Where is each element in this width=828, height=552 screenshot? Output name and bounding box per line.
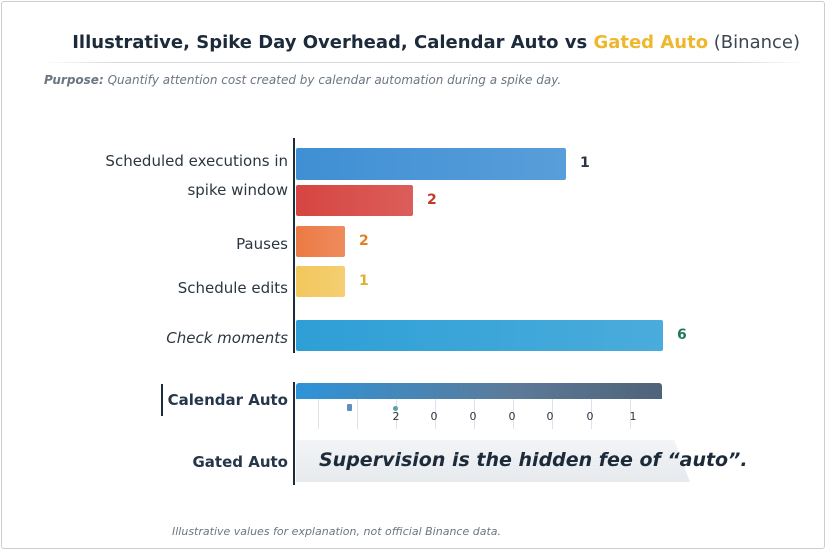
callout-box — [296, 440, 690, 482]
bar-schedule-edits — [296, 266, 345, 297]
calendar-auto-value: 0 — [469, 410, 477, 423]
calendar-auto-tick — [396, 399, 397, 429]
marker-dot — [393, 406, 398, 411]
calendar-auto-tick — [357, 399, 358, 429]
title-accent: Gated Auto — [593, 32, 709, 53]
calendar-auto-tick — [474, 399, 475, 429]
title-divider — [40, 62, 808, 63]
calendar-auto-value: 0 — [508, 410, 516, 423]
bar-pauses — [296, 226, 345, 257]
bar-value-check-moments: 6 — [677, 326, 687, 343]
bar-value-scheduled-calendar: 1 — [580, 155, 590, 171]
calendar-auto-value: 0 — [586, 410, 594, 423]
purpose-text: Quantify attention cost created by calen… — [103, 73, 562, 87]
row-marker — [161, 384, 163, 416]
bar-scheduled-calendar — [296, 148, 566, 180]
footnote: Illustrative values for explanation, not… — [172, 525, 502, 538]
category-label-line-2: spike window — [187, 181, 288, 199]
category-label-scheduled-executions: Scheduled executions in spike window — [105, 147, 288, 205]
calendar-auto-value: 2 — [392, 410, 400, 423]
title-suffix: (Binance) — [708, 32, 800, 53]
bar-value-scheduled-second: 2 — [427, 191, 437, 208]
calendar-auto-tick — [630, 399, 631, 429]
category-label-check-moments: Check moments — [166, 329, 288, 347]
calendar-auto-tick — [591, 399, 592, 429]
row-label-gated-auto: Gated Auto — [192, 453, 288, 471]
category-label-pauses: Pauses — [236, 235, 288, 253]
category-label-line-1: Scheduled executions in — [105, 152, 288, 170]
calendar-auto-value: 1 — [629, 410, 637, 423]
purpose-note: Purpose: Quantify attention cost created… — [44, 73, 561, 87]
calendar-auto-bar — [296, 383, 662, 399]
calendar-auto-tick — [552, 399, 553, 429]
lower-axis-line — [293, 382, 295, 485]
category-label-schedule-edits: Schedule edits — [177, 279, 288, 297]
bar-value-schedule-edits: 1 — [359, 272, 369, 289]
title-main: Illustrative, Spike Day Overhead, Calend… — [72, 32, 594, 53]
bar-scheduled-second — [296, 185, 413, 216]
purpose-label: Purpose: — [44, 73, 104, 87]
calendar-auto-tick — [318, 399, 319, 429]
callout-text: Supervision is the hidden fee of “auto”. — [319, 449, 748, 471]
marker-square — [347, 404, 352, 411]
calendar-auto-value: 0 — [546, 410, 554, 423]
row-label-calendar-auto: Calendar Auto — [167, 391, 288, 409]
bar-check-moments — [296, 320, 663, 351]
calendar-auto-tick — [435, 399, 436, 429]
calendar-auto-tick — [513, 399, 514, 429]
bar-value-pauses: 2 — [359, 232, 369, 249]
calendar-auto-ticks — [296, 399, 662, 429]
chart-title: Illustrative, Spike Day Overhead, Calend… — [72, 32, 800, 53]
y-axis-line — [293, 138, 295, 353]
calendar-auto-value: 0 — [430, 410, 438, 423]
